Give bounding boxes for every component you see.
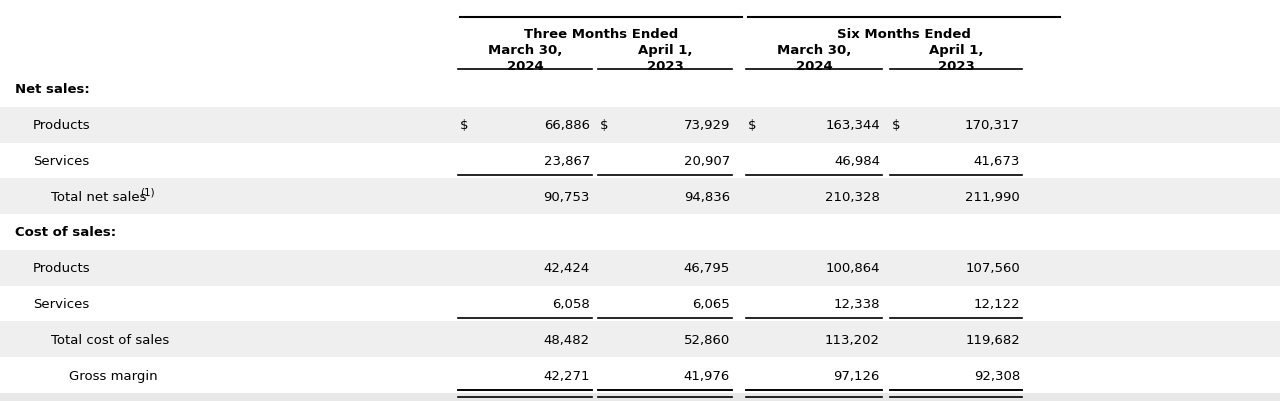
Text: 46,984: 46,984 bbox=[835, 154, 881, 168]
Bar bbox=[0, 179, 1280, 215]
Text: Six Months Ended: Six Months Ended bbox=[837, 28, 972, 41]
Text: 2023: 2023 bbox=[646, 60, 684, 73]
Text: Net sales:: Net sales: bbox=[15, 83, 90, 96]
Text: 42,424: 42,424 bbox=[544, 261, 590, 275]
Text: 41,673: 41,673 bbox=[974, 154, 1020, 168]
Text: 46,795: 46,795 bbox=[684, 261, 730, 275]
Text: 41,976: 41,976 bbox=[684, 369, 730, 382]
Text: 52,860: 52,860 bbox=[684, 333, 730, 346]
Text: $: $ bbox=[600, 119, 608, 132]
Text: Services: Services bbox=[33, 297, 90, 310]
Text: 23,867: 23,867 bbox=[544, 154, 590, 168]
Text: March 30,: March 30, bbox=[488, 44, 562, 57]
Text: Cost of sales:: Cost of sales: bbox=[15, 226, 116, 239]
Bar bbox=[0, 322, 1280, 357]
Text: $: $ bbox=[460, 119, 468, 132]
Text: 211,990: 211,990 bbox=[965, 190, 1020, 203]
Bar bbox=[0, 393, 1280, 401]
Text: 73,929: 73,929 bbox=[684, 119, 730, 132]
Text: Products: Products bbox=[33, 119, 91, 132]
Text: 42,271: 42,271 bbox=[544, 369, 590, 382]
Text: 92,308: 92,308 bbox=[974, 369, 1020, 382]
Text: 100,864: 100,864 bbox=[826, 261, 881, 275]
Text: 163,344: 163,344 bbox=[826, 119, 881, 132]
Text: 48,482: 48,482 bbox=[544, 333, 590, 346]
Bar bbox=[0, 215, 1280, 250]
Bar bbox=[0, 357, 1280, 393]
Text: April 1,: April 1, bbox=[929, 44, 983, 57]
Text: $: $ bbox=[748, 119, 756, 132]
Text: $: $ bbox=[892, 119, 901, 132]
Bar bbox=[0, 72, 1280, 107]
Bar bbox=[0, 143, 1280, 179]
Text: Total cost of sales: Total cost of sales bbox=[51, 333, 169, 346]
Text: Services: Services bbox=[33, 154, 90, 168]
Text: 12,338: 12,338 bbox=[833, 297, 881, 310]
Text: 2024: 2024 bbox=[796, 60, 832, 73]
Text: 210,328: 210,328 bbox=[826, 190, 881, 203]
Text: 170,317: 170,317 bbox=[965, 119, 1020, 132]
Text: 107,560: 107,560 bbox=[965, 261, 1020, 275]
Text: 94,836: 94,836 bbox=[684, 190, 730, 203]
Bar bbox=[0, 250, 1280, 286]
Text: 119,682: 119,682 bbox=[965, 333, 1020, 346]
Text: Products: Products bbox=[33, 261, 91, 275]
Text: March 30,: March 30, bbox=[777, 44, 851, 57]
Text: 6,065: 6,065 bbox=[692, 297, 730, 310]
Text: Total net sales: Total net sales bbox=[51, 190, 146, 203]
Text: 2023: 2023 bbox=[938, 60, 974, 73]
Text: 113,202: 113,202 bbox=[826, 333, 881, 346]
Text: 97,126: 97,126 bbox=[833, 369, 881, 382]
Text: Gross margin: Gross margin bbox=[69, 369, 157, 382]
Text: 12,122: 12,122 bbox=[973, 297, 1020, 310]
Bar bbox=[0, 107, 1280, 143]
Text: 66,886: 66,886 bbox=[544, 119, 590, 132]
Text: 90,753: 90,753 bbox=[544, 190, 590, 203]
Text: Three Months Ended: Three Months Ended bbox=[524, 28, 678, 41]
Text: (1): (1) bbox=[140, 187, 155, 197]
Text: April 1,: April 1, bbox=[637, 44, 692, 57]
Bar bbox=[0, 286, 1280, 322]
Text: 20,907: 20,907 bbox=[684, 154, 730, 168]
Text: 6,058: 6,058 bbox=[552, 297, 590, 310]
Text: 2024: 2024 bbox=[507, 60, 544, 73]
